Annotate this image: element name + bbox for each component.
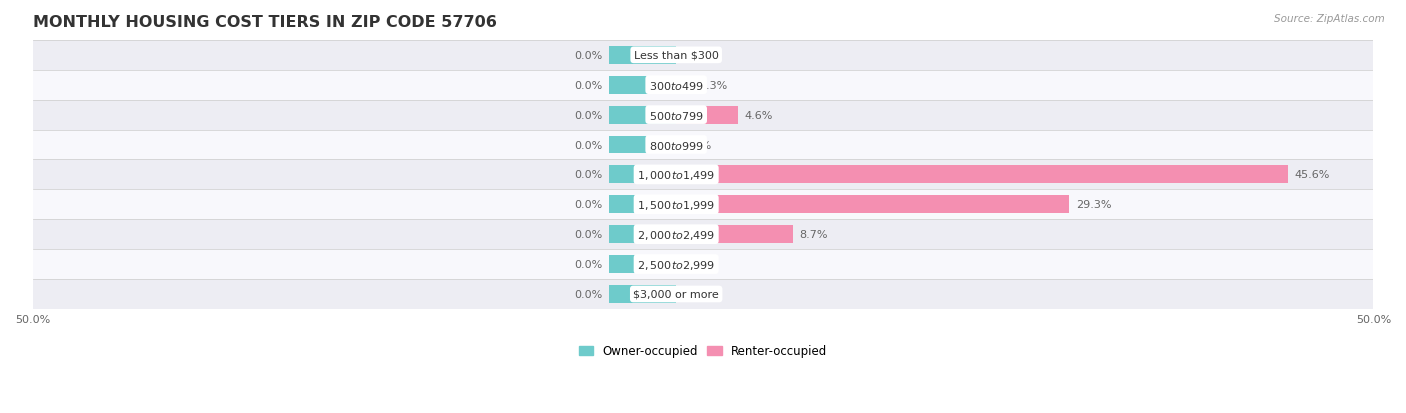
Text: $2,500 to $2,999: $2,500 to $2,999: [637, 258, 716, 271]
Bar: [609, 166, 676, 184]
Text: $500 to $799: $500 to $799: [648, 109, 703, 121]
Bar: [676, 225, 793, 244]
Bar: [609, 285, 676, 303]
Bar: [676, 166, 1288, 184]
Text: 0.0%: 0.0%: [574, 81, 602, 90]
Bar: [32, 160, 1374, 190]
Bar: [609, 225, 676, 244]
Bar: [609, 136, 676, 154]
Text: $2,000 to $2,499: $2,000 to $2,499: [637, 228, 716, 241]
Bar: [609, 196, 676, 214]
Text: 0.0%: 0.0%: [683, 259, 711, 269]
Bar: [32, 220, 1374, 249]
Text: 0.0%: 0.0%: [683, 289, 711, 299]
Bar: [32, 249, 1374, 279]
Bar: [32, 100, 1374, 130]
Text: Less than $300: Less than $300: [634, 51, 718, 61]
Bar: [32, 130, 1374, 160]
Legend: Owner-occupied, Renter-occupied: Owner-occupied, Renter-occupied: [574, 340, 832, 362]
Bar: [609, 107, 676, 124]
Text: 8.7%: 8.7%: [800, 230, 828, 240]
Bar: [676, 196, 1069, 214]
Text: $1,000 to $1,499: $1,000 to $1,499: [637, 169, 716, 181]
Text: 0.0%: 0.0%: [574, 230, 602, 240]
Bar: [32, 190, 1374, 220]
Text: 1.3%: 1.3%: [700, 81, 728, 90]
Text: 0.0%: 0.0%: [574, 259, 602, 269]
Bar: [32, 41, 1374, 71]
Text: MONTHLY HOUSING COST TIERS IN ZIP CODE 57706: MONTHLY HOUSING COST TIERS IN ZIP CODE 5…: [32, 15, 496, 30]
Bar: [676, 107, 738, 124]
Bar: [676, 76, 693, 95]
Text: 0.0%: 0.0%: [574, 200, 602, 210]
Text: 0.0%: 0.0%: [574, 170, 602, 180]
Text: 0.0%: 0.0%: [574, 140, 602, 150]
Text: $1,500 to $1,999: $1,500 to $1,999: [637, 198, 716, 211]
Text: 45.6%: 45.6%: [1295, 170, 1330, 180]
Text: $800 to $999: $800 to $999: [648, 139, 703, 151]
Text: 0.0%: 0.0%: [574, 289, 602, 299]
Text: 0.0%: 0.0%: [574, 51, 602, 61]
Bar: [609, 47, 676, 65]
Text: 0.0%: 0.0%: [683, 140, 711, 150]
Text: 29.3%: 29.3%: [1076, 200, 1111, 210]
Text: 0.0%: 0.0%: [574, 110, 602, 120]
Bar: [609, 256, 676, 273]
Text: $3,000 or more: $3,000 or more: [633, 289, 718, 299]
Text: Source: ZipAtlas.com: Source: ZipAtlas.com: [1274, 14, 1385, 24]
Text: $300 to $499: $300 to $499: [648, 80, 703, 92]
Bar: [609, 76, 676, 95]
Text: 0.0%: 0.0%: [683, 51, 711, 61]
Bar: [32, 71, 1374, 100]
Bar: [32, 279, 1374, 309]
Text: 4.6%: 4.6%: [745, 110, 773, 120]
